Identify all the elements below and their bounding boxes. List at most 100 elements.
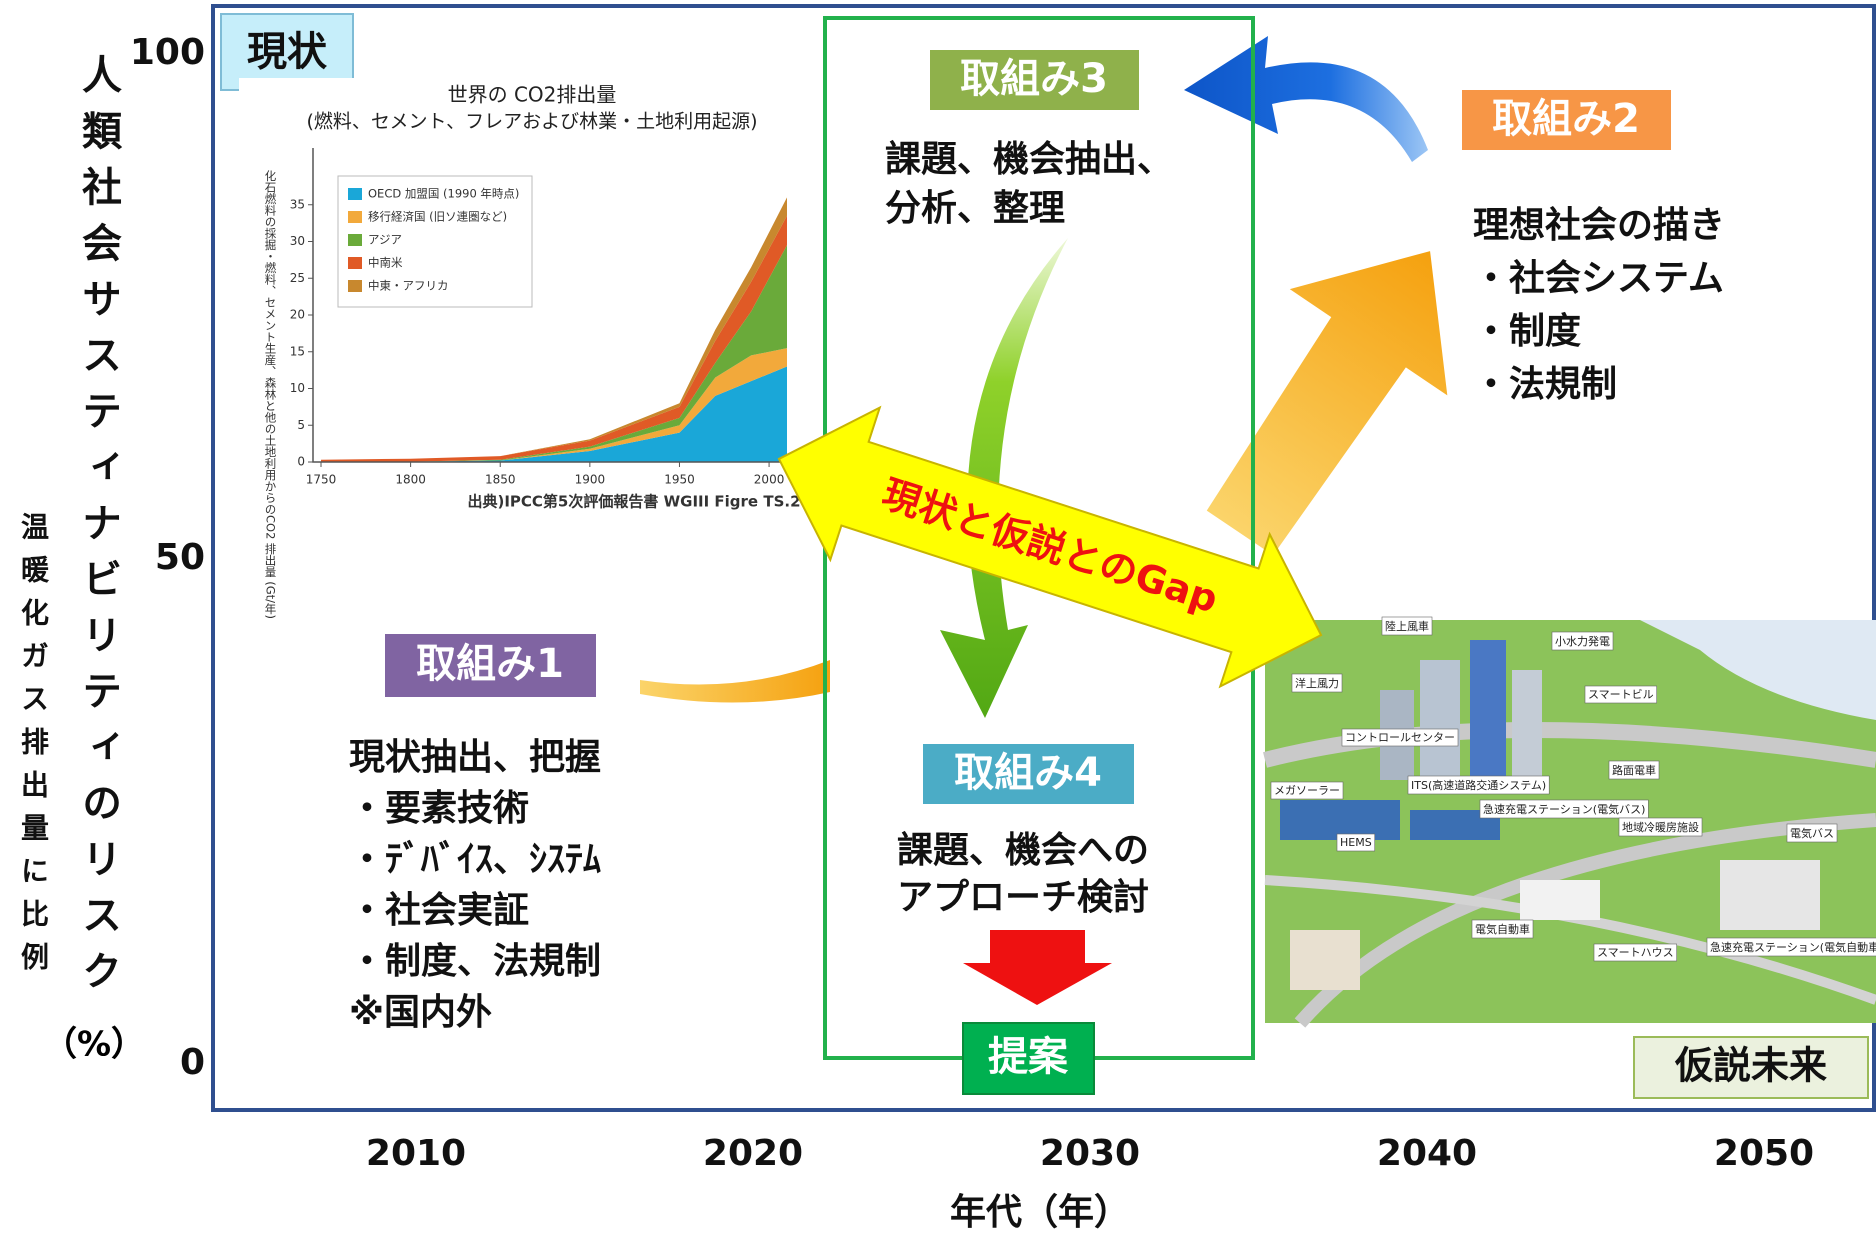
- co2-legend-label: 移行経済国 (旧ソ連圏など): [368, 210, 507, 224]
- up-arrow: [1206, 251, 1448, 556]
- curved-arrow-blue: [1184, 36, 1428, 162]
- map-label: メガソーラー: [1274, 784, 1340, 797]
- x-tick-label: 2010: [366, 1133, 466, 1174]
- map-label: 急速充電ステーション(電気バス): [1483, 802, 1645, 816]
- map-label-bg: [1291, 673, 1343, 693]
- step2-line: ・制度: [1473, 311, 1581, 352]
- map-label: スマートビル: [1588, 688, 1654, 701]
- map-label: 電気自動車: [1475, 922, 1530, 936]
- co2-y-tick-label: 35: [290, 197, 305, 211]
- co2-x-tick-label: 1850: [485, 473, 516, 487]
- x-axis-title: 年代（年）: [950, 1192, 1130, 1233]
- map-label: ITS(高速道路交通システム): [1411, 778, 1546, 792]
- current-label: 現状: [247, 29, 328, 75]
- axis-title: 人類社会サスティナビリティのリスク: [75, 54, 122, 1006]
- step3-label: 取組み3: [960, 56, 1108, 102]
- co2-x-tick-label: 1750: [306, 473, 337, 487]
- co2-legend-swatch: [348, 280, 362, 292]
- co2-chart: 世界の CO2排出量 (燃料、セメント、フレアおよび林業・土地利用起源) 化石燃料の…: [239, 78, 801, 619]
- building: [1720, 860, 1820, 930]
- map-label: HEMS: [1340, 836, 1372, 849]
- step3-line: 課題、機会抽出、: [885, 139, 1173, 180]
- co2-source: 出典)IPCC第5次評価報告書 WGIII Figre TS.2: [467, 493, 800, 511]
- step3-line: 分析、整理: [885, 188, 1065, 229]
- house: [1290, 930, 1360, 990]
- x-tick-label: 2030: [1040, 1133, 1140, 1174]
- map-label-bg: [1407, 775, 1550, 795]
- co2-area: [321, 366, 787, 462]
- map-label: コントロールセンター: [1345, 731, 1455, 744]
- co2-legend-swatch: [348, 211, 362, 223]
- future-label: 仮説未来: [1674, 1044, 1827, 1088]
- gap-arrow-shape: [777, 405, 1323, 689]
- co2-legend-label: 中東・アフリカ: [368, 279, 449, 293]
- map-label-bg: [1341, 728, 1459, 747]
- step4-line: アプローチ検討: [897, 877, 1149, 918]
- co2-legend-label: OECD 加盟国 (1990 年時点): [368, 187, 519, 201]
- step1-line: 現状抽出、把握: [349, 737, 601, 778]
- co2-legend-swatch: [348, 234, 362, 246]
- map-label-bg: [1608, 760, 1660, 780]
- map-label-bg: [1706, 937, 1876, 957]
- curved-arrow-green: [940, 238, 1068, 718]
- map-label-bg: [1584, 685, 1657, 704]
- co2-y-tick-label: 5: [297, 418, 305, 432]
- map-label-bg: [1593, 943, 1677, 962]
- down-arrow: [963, 930, 1112, 1005]
- map-label: 電気バス: [1790, 826, 1834, 840]
- co2-x-tick-label: 1800: [395, 473, 426, 487]
- map-label-bg: [1381, 616, 1433, 636]
- map-label: 小水力発電: [1555, 634, 1610, 648]
- co2-legend-swatch: [348, 257, 362, 269]
- co2-title: 世界の CO2排出量: [448, 83, 617, 107]
- map-label-bg: [1336, 833, 1376, 852]
- map-label-bg: [1786, 823, 1838, 843]
- co2-legend-label: 中南米: [368, 256, 403, 270]
- up-arrow-shape: [1206, 251, 1448, 556]
- co2-legend-label: アジア: [368, 233, 402, 247]
- co2-y-tick-label: 10: [290, 381, 305, 395]
- co2-y-tick-label: 15: [290, 344, 305, 358]
- map-label: 地域冷暖房施設: [1622, 820, 1699, 834]
- step2-line: ・法規制: [1473, 364, 1617, 405]
- map-label: スマートハウス: [1597, 946, 1674, 959]
- step1-line: ・要素技術: [349, 788, 529, 829]
- x-tick-label: 2020: [703, 1133, 803, 1174]
- co2-legend-swatch: [348, 188, 362, 200]
- building: [1470, 640, 1506, 780]
- building: [1420, 660, 1460, 780]
- step1-line: ・制度、法規制: [349, 941, 601, 982]
- building: [1520, 880, 1600, 920]
- co2-subtitle: (燃料、セメント、フレアおよび林業・土地利用起源): [306, 111, 757, 133]
- axis-subtitle: 温暖化ガス排出量に比例: [17, 512, 50, 985]
- step3-box: [930, 50, 1139, 110]
- x-tick-label: 2050: [1714, 1133, 1814, 1174]
- co2-x-tick-label: 1950: [664, 473, 695, 487]
- step2-box: [1462, 90, 1671, 150]
- map-label: 洋上風力: [1295, 676, 1339, 690]
- current-box: [220, 13, 354, 91]
- proposal-label: 提案: [988, 1034, 1069, 1080]
- map-label-bg: [1618, 817, 1703, 837]
- y-tick-label: 0: [180, 1042, 205, 1083]
- co2-x-tick-label: 2000: [754, 473, 785, 487]
- city-illustration: [1263, 620, 1876, 1028]
- step1-line: ・社会実証: [349, 890, 529, 931]
- swoosh-arrow: [640, 660, 830, 703]
- co2-y-label: 化石燃料の採掘・燃料、セメント生産、森林と他の土地利用からのCO2 排出量 (G…: [264, 169, 278, 619]
- city-sky: [1640, 620, 1876, 720]
- co2-y-tick-label: 20: [290, 308, 305, 322]
- map-label-bg: [1270, 781, 1344, 800]
- step4-label: 取組み4: [954, 750, 1102, 796]
- step2-line: ・社会システム: [1473, 258, 1724, 299]
- proposal-box: [962, 1022, 1095, 1095]
- co2-y-tick-label: 30: [290, 234, 305, 248]
- y-tick-label: 50: [155, 537, 205, 578]
- step1-label: 取組み1: [416, 641, 564, 687]
- co2-legend-box: [337, 175, 533, 308]
- future-box: [1633, 1036, 1869, 1099]
- map-label: 陸上風車: [1385, 619, 1429, 633]
- co2-y-tick-label: 0: [297, 455, 305, 469]
